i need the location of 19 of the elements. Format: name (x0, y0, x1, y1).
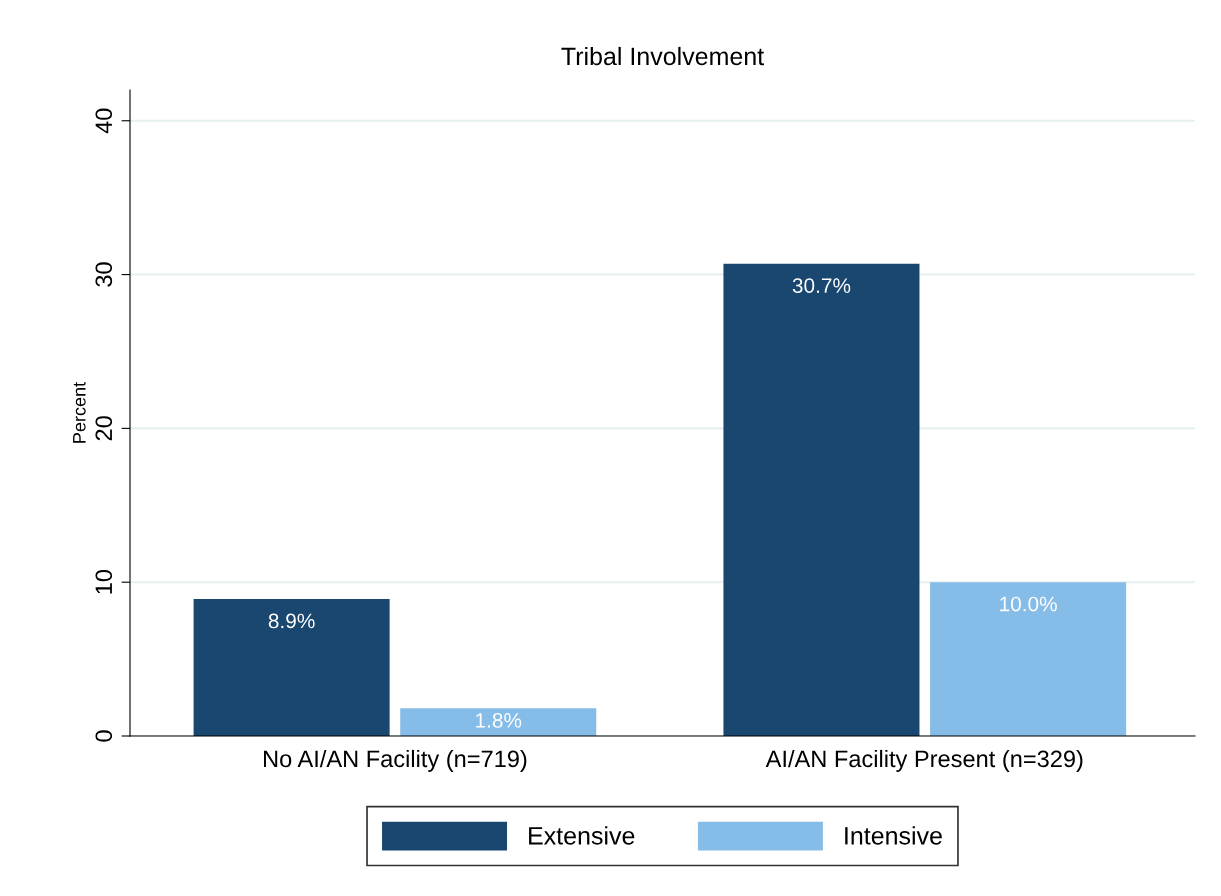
chart-title: Tribal Involvement (561, 46, 764, 66)
y-tick-label: 10 (95, 569, 113, 594)
bar (193, 599, 390, 736)
bar (723, 263, 920, 736)
data-label: 1.8% (476, 713, 522, 728)
y-tick-label: 40 (95, 108, 113, 134)
y-tick-label: 30 (95, 262, 113, 287)
legend-label: Intensive (845, 826, 942, 845)
legend-label: Extensive (529, 826, 635, 845)
x-tick-label: No AI/AN Facility (n=719) (264, 749, 527, 772)
bar (930, 582, 1127, 736)
y-tick-label: 20 (95, 416, 113, 441)
x-tick-label: AI/AN Facility Present (n=329) (765, 749, 1083, 772)
y-axis-title: Percent (73, 382, 86, 443)
y-tick-label: 0 (95, 730, 113, 742)
bar (400, 708, 597, 736)
data-label: 30.7% (792, 278, 851, 293)
data-label: 10.0% (1000, 596, 1057, 612)
data-label: 8.9% (268, 613, 315, 629)
